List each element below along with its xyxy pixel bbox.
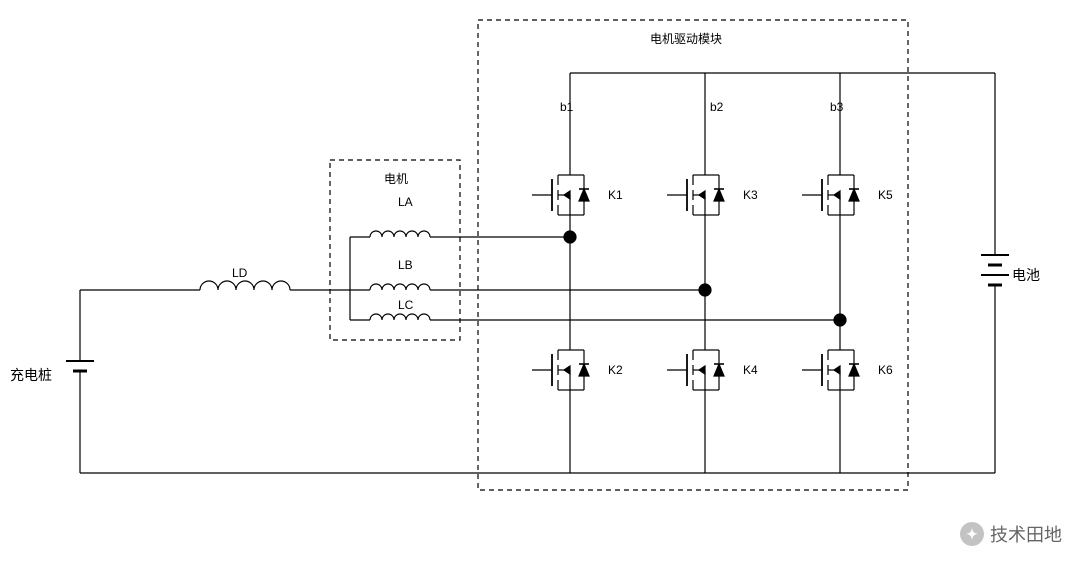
- label-K2: K2: [608, 363, 623, 377]
- label-b2: b2: [710, 100, 723, 114]
- label-b1: b1: [560, 100, 573, 114]
- label-LA: LA: [398, 195, 413, 209]
- label-driver-title: 电机驱动模块: [650, 30, 722, 47]
- label-K4: K4: [743, 363, 758, 377]
- label-b3: b3: [830, 100, 843, 114]
- label-motor-title: 电机: [384, 170, 408, 187]
- label-K5: K5: [878, 188, 893, 202]
- label-charger: 充电桩: [10, 365, 52, 385]
- label-LD: LD: [232, 266, 247, 280]
- wechat-icon: ✦: [960, 522, 984, 546]
- label-LB: LB: [398, 258, 413, 272]
- label-LC: LC: [398, 298, 413, 312]
- label-battery: 电池: [1012, 265, 1040, 285]
- watermark: ✦ 技术田地: [960, 521, 1062, 547]
- label-K6: K6: [878, 363, 893, 377]
- label-K3: K3: [743, 188, 758, 202]
- watermark-text: 技术田地: [990, 521, 1062, 547]
- label-K1: K1: [608, 188, 623, 202]
